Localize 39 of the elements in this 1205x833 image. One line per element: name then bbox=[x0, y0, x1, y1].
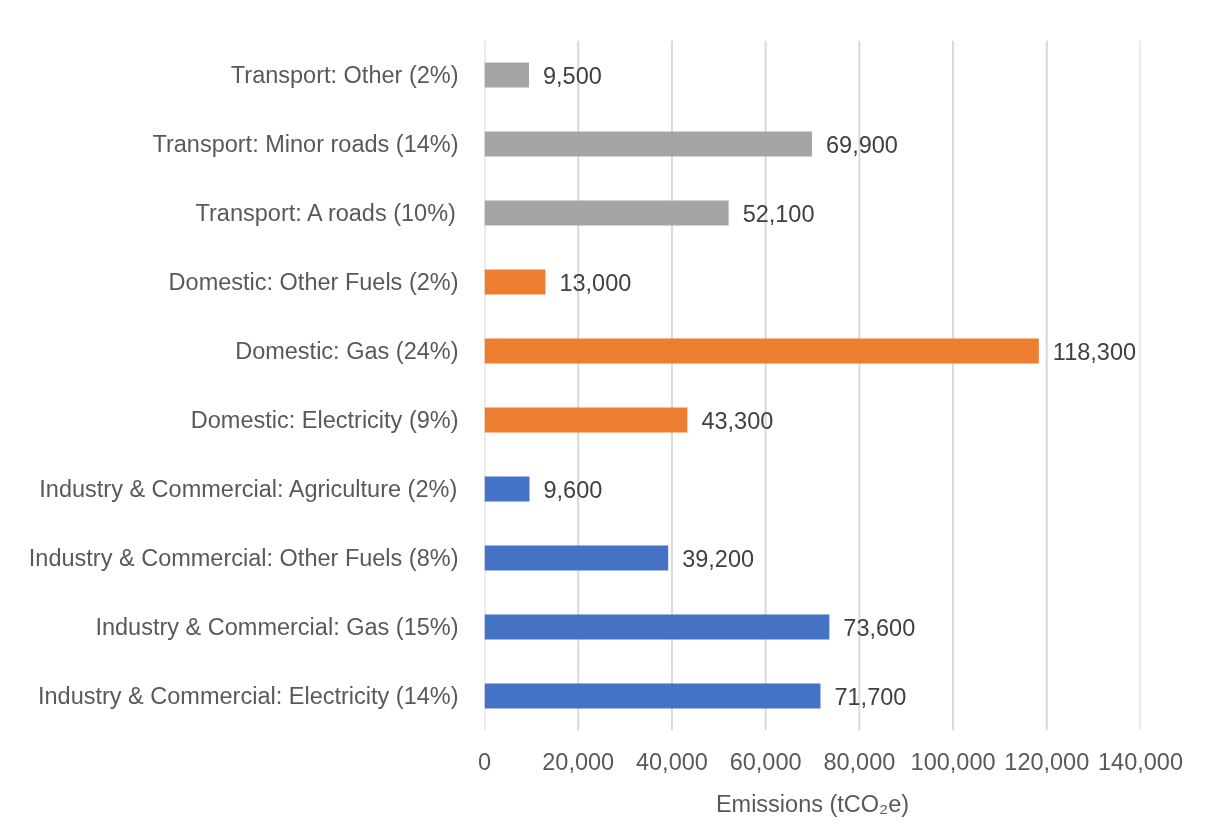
y-tick-label: Industry & Commercial: Gas (15%) bbox=[95, 614, 459, 640]
x-tick-label: 140,000 bbox=[1098, 748, 1183, 775]
data-label: 13,000 bbox=[559, 269, 632, 296]
data-label: 9,600 bbox=[543, 476, 603, 503]
bar bbox=[484, 131, 813, 157]
x-tick-label: 60,000 bbox=[729, 748, 802, 775]
x-tick-label: 120,000 bbox=[1004, 748, 1090, 775]
data-label: 52,100 bbox=[742, 200, 815, 227]
data-label: 43,300 bbox=[701, 407, 774, 434]
y-tick-label: Industry & Commercial: Other Fuels (8%) bbox=[28, 545, 459, 571]
data-label: 71,700 bbox=[834, 683, 907, 710]
bar bbox=[484, 200, 729, 226]
bar bbox=[484, 62, 530, 88]
bar bbox=[484, 683, 821, 709]
x-axis-title: Emissions (tCO₂e) bbox=[715, 790, 910, 817]
data-label: 69,900 bbox=[826, 131, 898, 158]
x-tick-label: 100,000 bbox=[910, 748, 996, 775]
data-label: 73,600 bbox=[843, 614, 916, 641]
y-tick-label: Industry & Commercial: Electricity (14%) bbox=[38, 683, 459, 709]
y-tick-label: Transport: A roads (10%) bbox=[195, 200, 456, 226]
x-tick-label: 20,000 bbox=[542, 748, 615, 775]
data-label: 118,300 bbox=[1052, 338, 1137, 365]
data-label: 9,500 bbox=[543, 62, 602, 89]
y-tick-label: Transport: Minor roads (14%) bbox=[152, 131, 459, 157]
bar bbox=[484, 269, 546, 295]
bar bbox=[484, 614, 830, 640]
y-tick-label: Industry & Commercial: Agriculture (2%) bbox=[39, 476, 458, 502]
y-tick-label: Domestic: Electricity (9%) bbox=[190, 407, 459, 433]
y-tick-label: Transport: Other (2%) bbox=[230, 62, 459, 88]
x-tick-label: 0 bbox=[477, 748, 492, 775]
x-tick-label: 80,000 bbox=[823, 748, 896, 775]
data-label: 39,200 bbox=[682, 545, 755, 572]
y-tick-label: Domestic: Gas (24%) bbox=[235, 338, 459, 364]
y-tick-label: Domestic: Other Fuels (2%) bbox=[168, 269, 459, 295]
bar bbox=[484, 476, 530, 502]
bar bbox=[484, 338, 1039, 364]
x-tick-label: 40,000 bbox=[635, 748, 708, 775]
bar bbox=[484, 407, 688, 433]
bar bbox=[484, 545, 669, 571]
